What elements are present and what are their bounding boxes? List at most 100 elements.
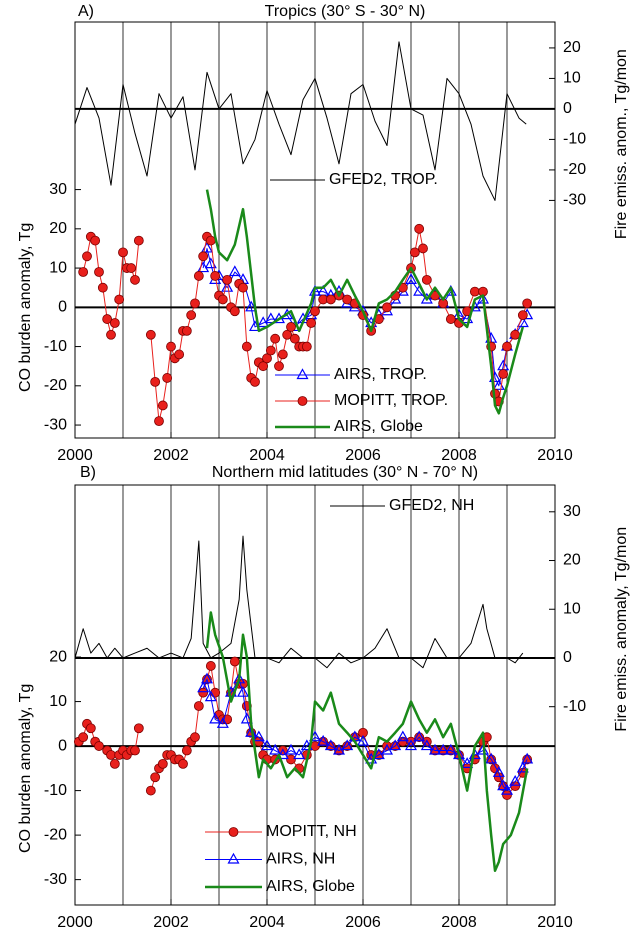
marker [106, 329, 116, 340]
marker [284, 743, 298, 755]
y-tick-label: 20 [49, 648, 67, 665]
marker [228, 265, 241, 277]
marker [461, 757, 474, 768]
panel-label: B) [80, 464, 96, 481]
marker [198, 251, 209, 262]
marker [130, 274, 140, 285]
marker [222, 274, 233, 285]
marker [264, 312, 277, 324]
y-tick-label: 10 [49, 693, 67, 710]
marker [133, 235, 144, 246]
y-tick-label: 0 [58, 737, 67, 754]
marker [133, 723, 144, 734]
marker [157, 400, 168, 411]
marker [509, 774, 522, 786]
y-tick-label: -20 [44, 377, 67, 394]
marker [492, 766, 505, 777]
marker [325, 294, 336, 305]
marker [258, 361, 269, 372]
marker [109, 318, 120, 328]
y-axis-label: CO burden anomaly, Tg [17, 223, 34, 392]
x-tick-label: 2008 [441, 914, 477, 931]
marker [342, 294, 353, 305]
legend-marker [227, 852, 240, 864]
legend-label: AIRS, TROP. [334, 366, 427, 383]
marker [274, 361, 284, 372]
x-tick-label: 2010 [537, 914, 573, 931]
x-tick-label: 2006 [345, 447, 381, 464]
series-line [74, 41, 527, 201]
marker [380, 743, 394, 755]
marker [154, 416, 164, 427]
legend-label: GFED2, NH [389, 497, 474, 514]
marker [85, 723, 96, 734]
y-tick-label: 30 [49, 181, 67, 198]
marker [317, 734, 330, 746]
marker [245, 725, 258, 737]
y2-tick-label: -10 [563, 698, 586, 715]
marker [78, 732, 89, 743]
marker [356, 734, 370, 746]
marker [293, 748, 306, 760]
marker [94, 267, 104, 277]
marker [145, 785, 156, 796]
y2-tick-label: 20 [563, 552, 581, 569]
marker [240, 712, 253, 724]
marker [289, 333, 300, 344]
series-line [205, 611, 529, 872]
y-tick-label: -20 [44, 826, 67, 843]
marker [193, 701, 204, 711]
y-tick-label: 0 [58, 299, 67, 316]
marker [310, 306, 320, 317]
marker [181, 745, 192, 756]
marker [409, 247, 420, 258]
x-tick-label: 2008 [441, 447, 477, 464]
marker [109, 758, 120, 769]
y2-tick-label: 10 [563, 600, 581, 617]
series-line [74, 535, 524, 669]
marker [521, 752, 534, 764]
marker [485, 752, 498, 764]
marker [420, 739, 433, 751]
marker [204, 690, 217, 702]
marker [238, 282, 248, 293]
legend-label: AIRS, NH [266, 851, 335, 868]
marker [276, 748, 289, 760]
marker [332, 743, 346, 755]
marker [157, 758, 168, 769]
x-tick-label: 2002 [153, 447, 189, 464]
marker [306, 318, 317, 328]
marker [413, 730, 426, 742]
legend-label: AIRS, Globe [266, 878, 355, 895]
marker [498, 369, 509, 379]
marker [372, 748, 385, 760]
marker [445, 314, 456, 324]
marker [404, 273, 418, 284]
marker [221, 280, 234, 292]
legend-label: GFED2, TROP. [329, 171, 438, 188]
marker [469, 286, 480, 297]
marker [260, 739, 274, 751]
marker [428, 743, 442, 755]
panel-label: A) [78, 3, 94, 20]
marker [102, 314, 113, 324]
x-tick-label: 2004 [249, 447, 285, 464]
y2-tick-label: -30 [563, 192, 586, 209]
marker [476, 743, 490, 755]
marker [145, 329, 156, 340]
marker [216, 717, 229, 728]
marker [250, 376, 260, 387]
y-tick-label: -30 [44, 416, 67, 433]
series-line [205, 189, 525, 415]
marker [90, 235, 101, 246]
marker [382, 302, 392, 313]
marker [437, 743, 450, 755]
marker [174, 349, 185, 360]
marker [181, 325, 192, 336]
y-tick-label: -10 [44, 338, 67, 355]
marker [114, 294, 125, 305]
marker [210, 271, 221, 281]
marker [190, 732, 200, 743]
